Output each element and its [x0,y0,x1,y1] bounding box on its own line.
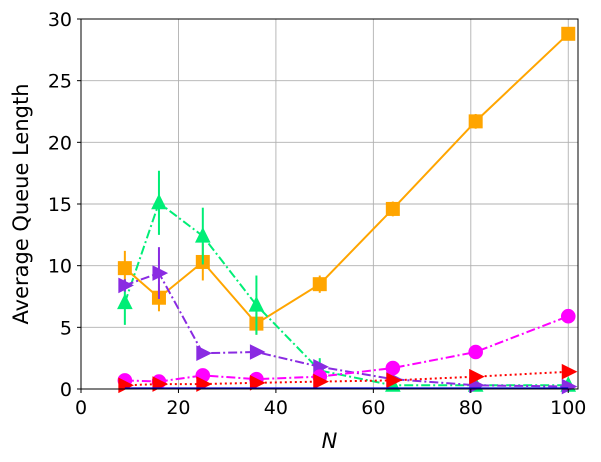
triangle-right-marker [118,277,134,294]
x-tick-label: 100 [550,397,586,419]
x-tick-label: 0 [75,397,87,419]
x-tick-label: 20 [166,397,190,419]
x-tick-label: 60 [361,397,385,419]
series-2 [118,247,578,395]
triangle-right-marker [249,375,266,391]
series-line [124,315,569,383]
y-tick-label: 25 [48,71,72,93]
series-line [124,33,569,325]
series-line [123,201,569,387]
triangle-up-marker [151,193,167,210]
triangle-right-marker [152,265,169,281]
x-tick-label: 40 [264,397,288,419]
square-marker [561,26,576,41]
circle-marker [560,308,576,324]
circle-marker [385,360,401,376]
triangle-right-marker [386,372,402,389]
triangle-right-marker [196,345,212,362]
plot-area [117,26,578,395]
y-tick-label: 5 [60,317,72,339]
square-marker [117,261,132,276]
triangle-right-marker [249,344,266,360]
triangle-right-marker [313,373,329,390]
triangle-right-marker [561,378,578,395]
y-tick-label: 15 [48,194,72,216]
triangle-up-marker [195,226,211,243]
y-axis-label: Average Queue Length [9,83,33,324]
ticks: 0 20 40 60 80 100 0 5 10 15 20 25 30 [48,9,587,419]
series-0 [117,26,576,335]
series-3 [117,308,576,389]
y-tick-label: 0 [60,379,72,401]
y-tick-label: 10 [48,256,72,278]
square-marker [385,201,400,216]
x-axis-label: N [322,429,338,453]
triangle-up-marker [117,293,133,310]
square-marker [312,277,327,292]
square-marker [468,114,483,129]
circle-marker [468,344,483,360]
x-tick-label: 80 [459,397,483,419]
triangle-right-marker [561,363,578,380]
triangle-up-marker [248,296,265,312]
y-tick-label: 20 [48,132,72,154]
series-line [124,271,569,388]
triangle-right-marker [469,368,485,385]
y-tick-label: 30 [48,9,72,31]
